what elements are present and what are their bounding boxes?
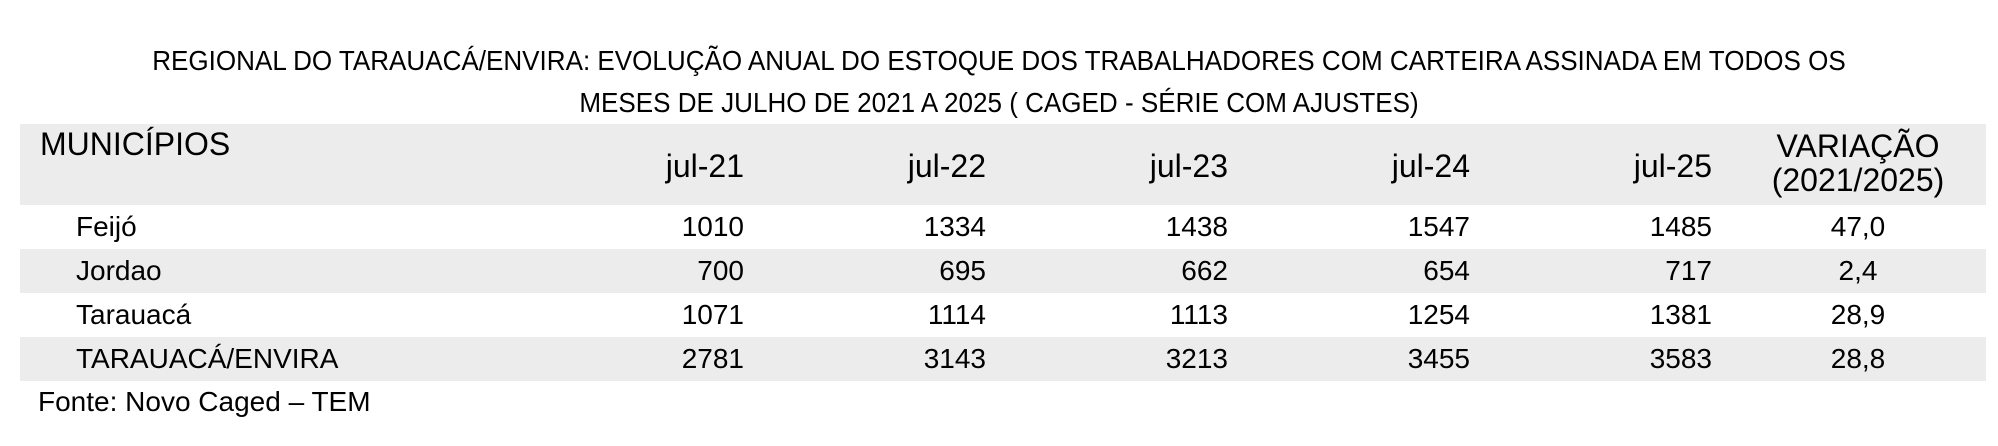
- header-year: jul-24: [1391, 148, 1470, 184]
- table-header-row: MUNICÍPIOS jul-21 jul-22 jul-23 jul-24 j…: [20, 124, 1986, 205]
- source-note: Fonte: Novo Caged – TEM: [38, 386, 371, 417]
- table-body: Feijó 1010 1334 1438 1547 1485 47,0 Jordao 700 69…: [20, 205, 1986, 381]
- stock-value-cell: 1381: [1649, 299, 1712, 330]
- header-year: jul-22: [907, 148, 986, 184]
- header-variacao-line-2: (2021/2025): [1771, 162, 1945, 198]
- municipio-name: Feijó: [76, 211, 137, 242]
- chart-title: REGIONAL DO TARAUACÁ/ENVIRA: EVOLUÇÃO AN…: [70, 40, 1928, 124]
- stock-value-cell: 2781: [681, 343, 744, 374]
- stock-value-cell: 1547: [1407, 211, 1470, 242]
- stock-value-cell: 3583: [1649, 343, 1712, 374]
- stock-value-cell: 3455: [1407, 343, 1470, 374]
- stock-value-cell: 700: [697, 255, 744, 286]
- stock-value-cell: 662: [1181, 255, 1228, 286]
- header-year: jul-21: [665, 148, 744, 184]
- stock-value-cell: 1113: [1169, 299, 1228, 330]
- table-row: Tarauacá 1071 1114 1113 1254 1381 28,9: [20, 293, 1986, 337]
- header-year: jul-25: [1633, 148, 1712, 184]
- data-table: MUNICÍPIOS jul-21 jul-22 jul-23 jul-24 j…: [20, 124, 1986, 381]
- stock-value-cell: 1485: [1649, 211, 1712, 242]
- stock-value-cell: 1254: [1407, 299, 1470, 330]
- municipio-name: Jordao: [76, 255, 162, 286]
- stock-value-cell: 1438: [1165, 211, 1228, 242]
- chart-title-line-1: REGIONAL DO TARAUACÁ/ENVIRA: EVOLUÇÃO AN…: [152, 45, 1846, 76]
- stock-value-cell: 1114: [927, 299, 986, 330]
- table-row: Jordao 700 695 662 654 717 2,4: [20, 249, 1986, 293]
- stock-value-cell: 3143: [923, 343, 986, 374]
- header-municipios: MUNICÍPIOS: [40, 126, 231, 162]
- stock-value-cell: 1334: [923, 211, 986, 242]
- stock-value-cell: 1071: [681, 299, 744, 330]
- header-variacao-line-1: VARIAÇÃO: [1776, 128, 1940, 164]
- variacao-cell: 2,4: [1838, 255, 1878, 286]
- stock-value-cell: 695: [939, 255, 986, 286]
- stock-value-cell: 3213: [1165, 343, 1228, 374]
- municipio-name: TARAUACÁ/ENVIRA: [76, 343, 339, 374]
- variacao-cell: 47,0: [1830, 211, 1886, 242]
- municipio-name: Tarauacá: [76, 299, 192, 330]
- chart-title-line-2: MESES DE JULHO DE 2021 A 2025 ( CAGED - …: [579, 87, 1419, 118]
- variacao-cell: 28,8: [1830, 343, 1886, 374]
- stock-value-cell: 654: [1423, 255, 1470, 286]
- header-variacao: VARIAÇÃO (2021/2025): [1730, 124, 1986, 205]
- stock-value-cell: 717: [1665, 255, 1712, 286]
- stock-value-cell: 1010: [681, 211, 744, 242]
- header-year: jul-23: [1149, 148, 1228, 184]
- table-row: Feijó 1010 1334 1438 1547 1485 47,0: [20, 205, 1986, 249]
- variacao-cell: 28,9: [1830, 299, 1886, 330]
- table-row: TARAUACÁ/ENVIRA 2781 3143 3213 3455 3583 28,8: [20, 337, 1986, 381]
